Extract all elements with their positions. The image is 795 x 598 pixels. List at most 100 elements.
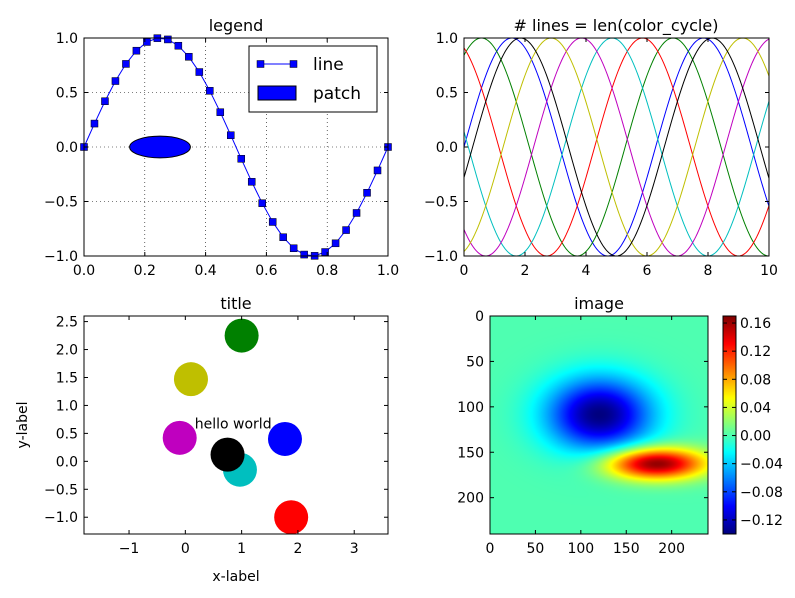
scatter-point (173, 362, 208, 397)
colorbar-tick-label: 0.12 (740, 344, 771, 360)
y-axis-label: y-label (15, 402, 31, 449)
data-point (258, 199, 266, 207)
data-point (164, 35, 172, 44)
y-tick-label: 0.0 (56, 140, 78, 156)
data-point (279, 233, 287, 241)
scatter-point (267, 421, 302, 456)
x-tick-label: 50 (527, 541, 545, 557)
legend-label-patch: patch (313, 84, 361, 104)
axes-frame (489, 315, 709, 535)
y-tick-label: −1.0 (44, 249, 78, 265)
x-tick-label: 6 (643, 263, 652, 279)
axis-ticks: 0 50 100 150 200 0 50 100 150 200 (457, 309, 708, 557)
x-tick-label: 0.2 (134, 263, 156, 279)
subplot-color-cycle: # lines = len(color_cycle) 0 2 4 6 8 10 1.0 0.5… (424, 16, 778, 279)
data-point (363, 189, 371, 197)
plot-area (80, 34, 392, 260)
data-point (90, 119, 99, 128)
data-point (373, 166, 382, 175)
subplot-legend: legend 0.0 0.2 0.4 0.6 0.8 1.0 1.0 0.5 0.0 −0.5 −1… (44, 16, 399, 279)
x-tick-label: 150 (613, 541, 640, 557)
colorbar-tick-label: 0.04 (740, 400, 771, 416)
plot-area (463, 37, 770, 257)
data-point (227, 131, 235, 139)
data-point (300, 250, 308, 259)
y-tick-label: 0 (475, 309, 484, 325)
chart-title: image (574, 294, 624, 313)
series-line-blue (463, 37, 770, 257)
x-tick-label: 0 (460, 263, 469, 279)
y-tick-label: 0.0 (56, 454, 78, 470)
data-point (101, 97, 109, 105)
y-tick-label: 1.5 (56, 370, 78, 386)
patch-ellipse (129, 135, 191, 159)
data-point (132, 46, 141, 55)
scatter-point (162, 420, 197, 455)
y-tick-label: 1.0 (56, 31, 78, 47)
y-tick-label: 1.0 (56, 398, 78, 414)
data-point (185, 53, 193, 61)
x-tick-label: 3 (350, 541, 359, 557)
series-line-red (463, 37, 770, 257)
colorbar-tick-label: 0.08 (740, 372, 771, 388)
y-tick-label: −1.0 (44, 510, 78, 526)
colorbar (723, 316, 736, 534)
legend-marker (289, 60, 298, 68)
x-tick-label: 1.0 (377, 263, 399, 279)
y-tick-label: −0.5 (44, 482, 78, 498)
data-point (122, 60, 130, 68)
data-point (331, 239, 340, 248)
legend-box (248, 45, 378, 113)
colorbar-ticks: 0.16 0.12 0.08 0.04 0.00 −0.04 −0.08 −0.12 (723, 316, 783, 529)
y-tick-label: −1.0 (424, 249, 458, 265)
x-tick-label: 0.8 (316, 263, 338, 279)
chart-title: title (220, 294, 251, 313)
data-point (206, 87, 214, 95)
scatter-point (210, 437, 245, 472)
x-tick-label: −1 (119, 541, 140, 557)
y-tick-label: 0.5 (56, 426, 78, 442)
plot-area: hello world (162, 318, 309, 535)
x-tick-label: 4 (582, 263, 591, 279)
data-point (174, 41, 183, 50)
series-line-green (463, 37, 770, 257)
legend: line patch (248, 45, 378, 113)
colorbar-tick-label: 0.16 (740, 316, 771, 332)
data-point (111, 77, 120, 85)
x-tick-label: 0.4 (194, 263, 216, 279)
series-line-yellow (463, 37, 770, 257)
axis-ticks: 0 2 4 6 8 10 1.0 0.5 0.0 −0.5 −1.0 (424, 31, 778, 279)
scatter-point (224, 318, 259, 353)
data-point (268, 218, 277, 226)
x-tick-label: 100 (567, 541, 594, 557)
data-point (352, 209, 361, 217)
colorbar-tick-label: −0.12 (740, 513, 783, 529)
y-tick-label: 50 (466, 354, 484, 370)
y-tick-label: −0.5 (424, 195, 458, 211)
colorbar-tick-label: −0.04 (740, 457, 783, 473)
axis-ticks: 0.0 0.2 0.4 0.6 0.8 1.0 1.0 0.5 0.0 −0.5 −1.0 (44, 31, 399, 279)
x-tick-label: 0.6 (255, 263, 277, 279)
x-tick-label: 2 (521, 263, 530, 279)
y-tick-label: 150 (457, 445, 484, 461)
data-point (216, 108, 225, 116)
x-axis-label: x-label (212, 569, 259, 585)
legend-marker (256, 60, 265, 68)
x-tick-label: 8 (704, 263, 713, 279)
scatter-point (274, 500, 309, 535)
x-tick-label: 0 (181, 541, 190, 557)
data-point (195, 68, 204, 76)
x-tick-label: 0.0 (73, 263, 95, 279)
y-tick-label: 0.5 (56, 86, 78, 102)
subplot-scatter: title hello world −1 0 1 2 3 2.5 2.0 1.5 1.0 0.5 0… (15, 294, 389, 585)
legend-patch-swatch (257, 85, 297, 101)
annotation-text: hello world (195, 417, 272, 433)
y-tick-label: 2.5 (56, 315, 78, 331)
y-tick-label: 0.5 (436, 86, 458, 102)
y-tick-label: 1.0 (436, 31, 458, 47)
y-tick-label: −0.5 (44, 195, 78, 211)
x-tick-label: 200 (658, 541, 685, 557)
x-tick-label: 10 (760, 263, 778, 279)
colorbar-frame (722, 315, 737, 535)
y-tick-label: 2.0 (56, 343, 78, 359)
